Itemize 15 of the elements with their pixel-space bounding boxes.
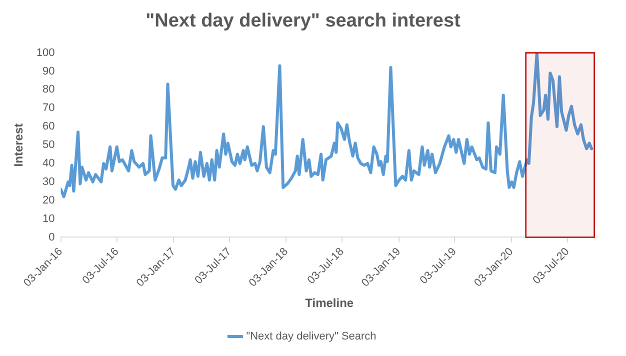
y-tick-label: 90 <box>42 65 55 78</box>
x-axis-title: Timeline <box>305 296 354 310</box>
y-tick-label: 70 <box>42 102 55 114</box>
y-tick-label: 50 <box>42 139 55 152</box>
y-tick-label: 80 <box>42 84 55 96</box>
y-tick-label: 60 <box>42 120 55 133</box>
y-axis-title: Interest <box>12 123 26 167</box>
chart-title: "Next day delivery" search interest <box>146 10 462 32</box>
y-tick-label: 40 <box>42 157 55 170</box>
y-tick-label: 20 <box>42 194 55 206</box>
y-tick-label: 0 <box>48 231 55 244</box>
y-tick-label: 100 <box>36 46 55 59</box>
y-tick-label: 10 <box>42 212 55 225</box>
legend-label: "Next day delivery" Search <box>246 330 376 343</box>
y-tick-label: 30 <box>42 176 55 188</box>
